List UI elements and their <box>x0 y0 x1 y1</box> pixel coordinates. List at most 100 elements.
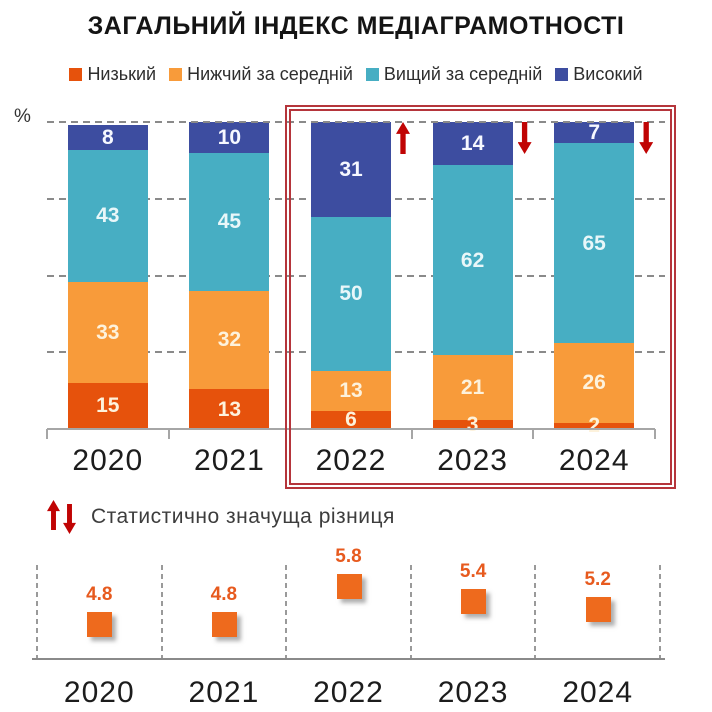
bar-segment-2022-above: 50 <box>311 217 391 371</box>
separator-dashed-line <box>534 565 537 658</box>
bar-value-label: 6 <box>345 408 357 432</box>
bar-segment-2022-low: 6 <box>311 408 391 432</box>
x-axis-tick <box>167 429 170 439</box>
bar-segment-2024-low: 2 <box>554 415 635 436</box>
bar-value-label: 31 <box>339 158 363 182</box>
bar-value-label: 2 <box>588 414 601 438</box>
bar-segment-2023-high: 14 <box>432 122 513 165</box>
bar-segment-2021-low: 13 <box>189 389 270 429</box>
x-axis-label-2020: 2020 <box>72 444 144 477</box>
legend-item-label: Нижчий за середній <box>187 64 353 84</box>
bar-value-label: 3 <box>466 412 479 436</box>
gridline-100pct <box>47 121 665 123</box>
bottom-axis-label-2024: 2024 <box>562 676 634 709</box>
legend-item-4: Високий <box>555 64 643 85</box>
bar-value-label: 45 <box>217 210 242 234</box>
separator-dashed-line <box>285 565 288 658</box>
bar-2020: 8 43 33 15 <box>67 125 148 429</box>
significance-note-text: Статистично значуща різниця <box>91 505 395 528</box>
bar-value-label: 33 <box>96 320 120 344</box>
bar-segment-2022-below: 13 <box>311 370 391 411</box>
significance-arrows-icon <box>47 500 79 534</box>
bar-segment-2023-above: 62 <box>432 164 513 356</box>
bottom-axis-label-2023: 2023 <box>437 676 509 709</box>
bar-value-label: 50 <box>339 282 363 306</box>
bar-2023: 14 62 21 3 <box>432 122 513 435</box>
bar-value-label: 43 <box>96 204 120 228</box>
bar-value-label: 8 <box>101 125 114 149</box>
legend: Низький Нижчий за середній Вищий за середн… <box>0 64 712 85</box>
down-arrow-icon-2023 <box>517 122 532 154</box>
legend-item-3: Вищий за середній <box>365 64 543 85</box>
bar-2024: 7 65 26 2 <box>554 122 635 436</box>
separator-dashed-line <box>409 565 412 658</box>
bottom-axis-label-2020: 2020 <box>63 676 135 709</box>
legend-item-label: Низький <box>87 64 157 84</box>
bar-segment-2021-below: 32 <box>189 290 270 390</box>
bar-value-label: 13 <box>339 379 363 403</box>
x-axis-tick <box>410 429 413 439</box>
bar-value-label: 13 <box>217 397 242 421</box>
bar-segment-2023-below: 21 <box>432 355 513 420</box>
down-arrow-icon-2024 <box>639 122 654 154</box>
legend-swatch-icon <box>169 68 183 81</box>
x-axis-label-2021: 2021 <box>194 444 265 477</box>
score-marker-2022 <box>336 574 362 599</box>
x-axis-label-2023: 2023 <box>437 444 508 477</box>
bar-segment-2024-above: 65 <box>554 143 635 344</box>
x-axis-tick <box>46 429 48 439</box>
legend-item-1: Низький <box>69 64 156 85</box>
legend-item-2: Нижчий за середній <box>169 64 353 85</box>
bar-segment-2020-below: 33 <box>67 281 148 383</box>
bar-segment-2020-high: 8 <box>67 125 148 150</box>
bar-segment-2023-low: 3 <box>432 414 513 435</box>
bar-segment-2024-high: 7 <box>554 122 635 144</box>
x-axis-label-2024: 2024 <box>558 444 630 477</box>
significance-note: Статистично значуща різниця <box>47 500 395 534</box>
bar-value-label: 14 <box>460 131 485 155</box>
x-axis-tick <box>532 429 535 439</box>
bar-segment-2020-above: 43 <box>67 149 148 282</box>
x-axis-tick <box>654 429 656 439</box>
bar-value-label: 15 <box>96 394 120 418</box>
bar-value-label: 65 <box>582 231 606 255</box>
x-axis-line <box>47 428 655 430</box>
bar-segment-2022-high: 31 <box>311 122 391 218</box>
x-axis-label-2022: 2022 <box>315 444 387 477</box>
score-value-2023: 5.4 <box>459 561 487 583</box>
bar-value-label: 21 <box>460 376 485 400</box>
score-marker-2020 <box>87 612 113 637</box>
chart-title: ЗАГАЛЬНИЙ ІНДЕКС МЕДІАГРАМОТНОСТІ <box>87 12 625 40</box>
bar-segment-2021-above: 45 <box>189 152 270 291</box>
bar-value-label: 26 <box>582 371 606 395</box>
score-value-2024: 5.2 <box>584 568 611 590</box>
x-axis-tick <box>289 429 292 439</box>
legend-swatch-icon <box>555 68 569 81</box>
bar-value-label: 32 <box>217 328 242 352</box>
separator-dashed-line <box>36 565 38 658</box>
separator-dashed-line <box>160 565 163 658</box>
separator-dashed-line <box>659 565 661 658</box>
legend-item-label: Вищий за середній <box>383 64 543 84</box>
bar-value-label: 10 <box>217 125 242 149</box>
bar-segment-2020-low: 15 <box>67 382 148 429</box>
legend-item-label: Високий <box>573 64 643 84</box>
up-arrow-icon-2022 <box>396 122 410 154</box>
percent-axis-label: % <box>14 106 31 127</box>
bottom-axis-label-2021: 2021 <box>188 676 260 709</box>
legend-swatch-icon <box>69 68 83 81</box>
score-value-2021: 4.8 <box>210 584 238 605</box>
score-marker-2024 <box>585 596 611 622</box>
down-arrow-icon <box>63 504 76 534</box>
bar-value-label: 62 <box>460 248 485 272</box>
bottom-axis-line <box>32 658 665 660</box>
score-marker-2023 <box>461 589 487 615</box>
bar-2021: 10 45 32 13 <box>189 122 270 429</box>
bar-segment-2024-below: 26 <box>554 343 635 423</box>
legend-swatch-icon <box>365 68 379 81</box>
bar-2022: 31 50 13 6 <box>311 122 391 432</box>
bottom-axis-label-2022: 2022 <box>313 676 384 709</box>
score-value-2022: 5.8 <box>335 546 362 567</box>
score-value-2020: 4.8 <box>86 584 113 605</box>
